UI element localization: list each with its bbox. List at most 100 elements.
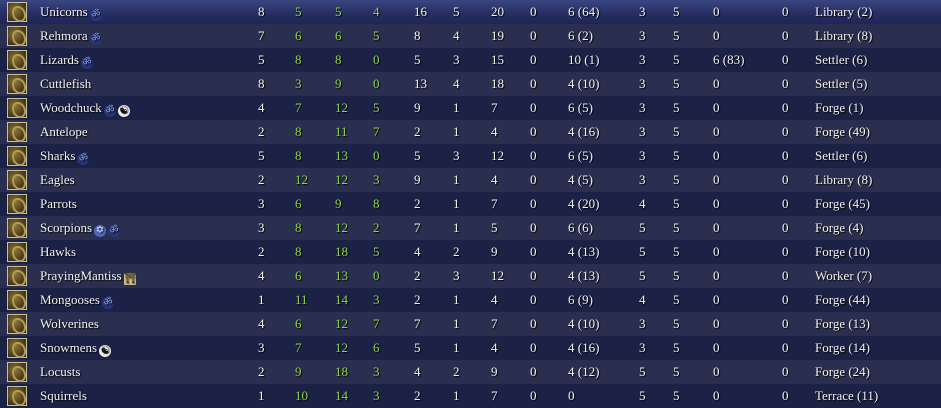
- stat-cell-6: 2: [453, 364, 460, 379]
- civ-name[interactable]: Eagles: [40, 172, 75, 188]
- civ-name[interactable]: Scorpions ✡ ॐ: [40, 220, 120, 237]
- stat-cell-4: 4: [373, 4, 380, 19]
- civ-emblem-icon: [7, 2, 27, 22]
- stat-cell-3: 18: [335, 244, 348, 259]
- om-icon: ॐ: [89, 33, 102, 45]
- stat-cell-4: 5: [373, 28, 380, 43]
- stat-cell-4: 0: [373, 76, 380, 91]
- table-row[interactable]: PrayingMantiss ⛩ 4 6 13 0 2 3 12 0 4 (13) 5 5 0 0 Worke…: [0, 264, 941, 288]
- table-row[interactable]: Sharks ॐ 5 8 13 0 5 3 12 0 6 (5) 3 5 0 0 Settler (6): [0, 144, 941, 168]
- civ-name[interactable]: Wolverines: [40, 316, 99, 332]
- table-row[interactable]: Scorpions ✡ ॐ 3 8 12 2 7 1 5 0 6 (6) 5 5 0 0 Forge (4): [0, 216, 941, 240]
- stat-cell-3: 9: [335, 76, 342, 91]
- table-row[interactable]: Wolverines 4 6 12 7 7 1 7 0 4 (10) 3 5 0 0 Forge (13): [0, 312, 941, 336]
- stat-cell-7: 4: [491, 292, 498, 307]
- civ-name[interactable]: Sharks ॐ: [40, 148, 90, 165]
- table-row[interactable]: Eagles 2 12 12 3 9 1 4 0 4 (5) 3 5 0 0 Library (8): [0, 168, 941, 192]
- om-icon: ॐ: [89, 9, 102, 21]
- build-queue-cell: Forge (49): [815, 124, 871, 139]
- build-queue-cell: Forge (13): [815, 316, 871, 331]
- table-row[interactable]: Squirrels 1 10 14 3 2 1 7 0 0 5 5 0 0 Terrace (11): [0, 384, 941, 408]
- civ-name[interactable]: Antelope: [40, 124, 88, 140]
- stat-cell-2: 3: [295, 76, 302, 91]
- civ-name[interactable]: Locusts: [40, 364, 80, 380]
- civ-name[interactable]: Rehmora ॐ: [40, 28, 102, 45]
- stat-cell-13: 0: [782, 244, 789, 259]
- stat-cell-12: 0: [713, 172, 720, 187]
- stat-cell-7: 12: [491, 148, 504, 163]
- stat-cell-7: 4: [491, 172, 498, 187]
- civ-name[interactable]: Hawks: [40, 244, 76, 260]
- stat-cell-8: 0: [530, 244, 537, 259]
- build-queue-cell: Forge (4): [815, 220, 864, 235]
- civ-emblem-icon: [7, 26, 27, 46]
- build-queue-cell: Library (8): [815, 28, 873, 43]
- stat-cell-10: 5: [639, 244, 646, 259]
- stat-cell-7: 7: [491, 316, 498, 331]
- stat-cell-11: 5: [673, 340, 680, 355]
- table-row[interactable]: Cuttlefish 8 3 9 0 13 4 18 0 4 (10) 3 5 0 0 Settler (5…: [0, 72, 941, 96]
- stat-cell-9: 4 (10): [568, 316, 600, 331]
- stat-cell-4: 0: [373, 148, 380, 163]
- civ-name[interactable]: Cuttlefish: [40, 76, 91, 92]
- stat-cell-10: 5: [639, 388, 646, 403]
- civ-emblem-icon: [7, 50, 27, 70]
- civ-name[interactable]: Unicorns ॐ: [40, 4, 102, 21]
- table-row[interactable]: Antelope 2 8 11 7 2 1 4 0 4 (16) 3 5 0 0 Forge (49): [0, 120, 941, 144]
- stat-cell-9: 4 (12): [568, 364, 600, 379]
- stat-cell-1: 2: [258, 172, 265, 187]
- stat-cell-5: 5: [414, 340, 421, 355]
- table-row[interactable]: Mongooses ॐ 1 11 14 3 2 1 4 0 6 (9) 4 5 0 0 Forge (44): [0, 288, 941, 312]
- table-row[interactable]: Snowmens ☯ 3 7 12 6 5 1 4 0 4 (16) 3 5 0 0 Forge (14): [0, 336, 941, 360]
- stat-cell-4: 0: [373, 52, 380, 67]
- stat-cell-10: 4: [639, 196, 646, 211]
- civ-name[interactable]: Mongooses ॐ: [40, 292, 114, 309]
- stat-cell-8: 0: [530, 76, 537, 91]
- stat-cell-4: 3: [373, 172, 380, 187]
- table-row[interactable]: Lizards ॐ 5 8 8 0 5 3 15 0 10 (1) 3 5 6 (83) 0 Settler …: [0, 48, 941, 72]
- om-icon: ॐ: [103, 105, 116, 117]
- stat-cell-10: 3: [639, 172, 646, 187]
- stat-cell-8: 0: [530, 28, 537, 43]
- table-row[interactable]: Woodchuck ॐ ☯ 4 7 12 5 9 1 7 0 6 (5) 3 5 0 0 Forge (1): [0, 96, 941, 120]
- stat-cell-11: 5: [673, 196, 680, 211]
- stat-cell-13: 0: [782, 52, 789, 67]
- stat-cell-6: 1: [453, 292, 460, 307]
- civ-emblem-icon: [7, 98, 27, 118]
- civ-name[interactable]: Parrots: [40, 196, 77, 212]
- stat-cell-2: 8: [295, 220, 302, 235]
- stat-cell-5: 9: [414, 100, 421, 115]
- civ-name[interactable]: Woodchuck ॐ ☯: [40, 100, 130, 117]
- stat-cell-2: 5: [295, 4, 302, 19]
- civ-name-text: Eagles: [40, 172, 75, 187]
- civ-name[interactable]: PrayingMantiss ⛩: [40, 268, 136, 285]
- stat-cell-6: 1: [453, 340, 460, 355]
- civ-name[interactable]: Lizards ॐ: [40, 52, 93, 69]
- stat-cell-12: 0: [713, 124, 720, 139]
- civ-name[interactable]: Squirrels: [40, 388, 87, 404]
- build-queue-cell: Settler (6): [815, 52, 868, 67]
- stat-cell-13: 0: [782, 340, 789, 355]
- table-row[interactable]: Parrots 3 6 9 8 2 1 7 0 4 (20) 4 5 0 0 Forge (45): [0, 192, 941, 216]
- table-row[interactable]: Locusts 2 9 18 3 4 2 9 0 4 (12) 5 5 0 0 Forge (24): [0, 360, 941, 384]
- stat-cell-12: 0: [713, 196, 720, 211]
- stat-cell-1: 3: [258, 340, 265, 355]
- civ-name[interactable]: Snowmens ☯: [40, 340, 112, 357]
- stat-cell-7: 9: [491, 244, 498, 259]
- build-queue-cell: Forge (44): [815, 292, 871, 307]
- table-row[interactable]: Unicorns ॐ 8 5 5 4 16 5 20 0 6 (64) 3 5 0 0 Library (2): [0, 0, 941, 24]
- stat-cell-6: 3: [453, 268, 460, 283]
- stat-cell-3: 18: [335, 364, 348, 379]
- table-row[interactable]: Rehmora ॐ 7 6 6 5 8 4 19 0 6 (2) 3 5 0 0 Library (8): [0, 24, 941, 48]
- stat-cell-2: 6: [295, 316, 302, 331]
- stat-cell-10: 3: [639, 52, 646, 67]
- civ-emblem-icon: [7, 170, 27, 190]
- stat-cell-13: 0: [782, 196, 789, 211]
- yin-yang-icon: ☯: [99, 345, 112, 357]
- stat-cell-8: 0: [530, 4, 537, 19]
- stat-cell-10: 3: [639, 28, 646, 43]
- stat-cell-4: 0: [373, 268, 380, 283]
- build-queue-cell: Settler (6): [815, 148, 868, 163]
- table-row[interactable]: Hawks 2 8 18 5 4 2 9 0 4 (13) 5 5 0 0 Forge (10): [0, 240, 941, 264]
